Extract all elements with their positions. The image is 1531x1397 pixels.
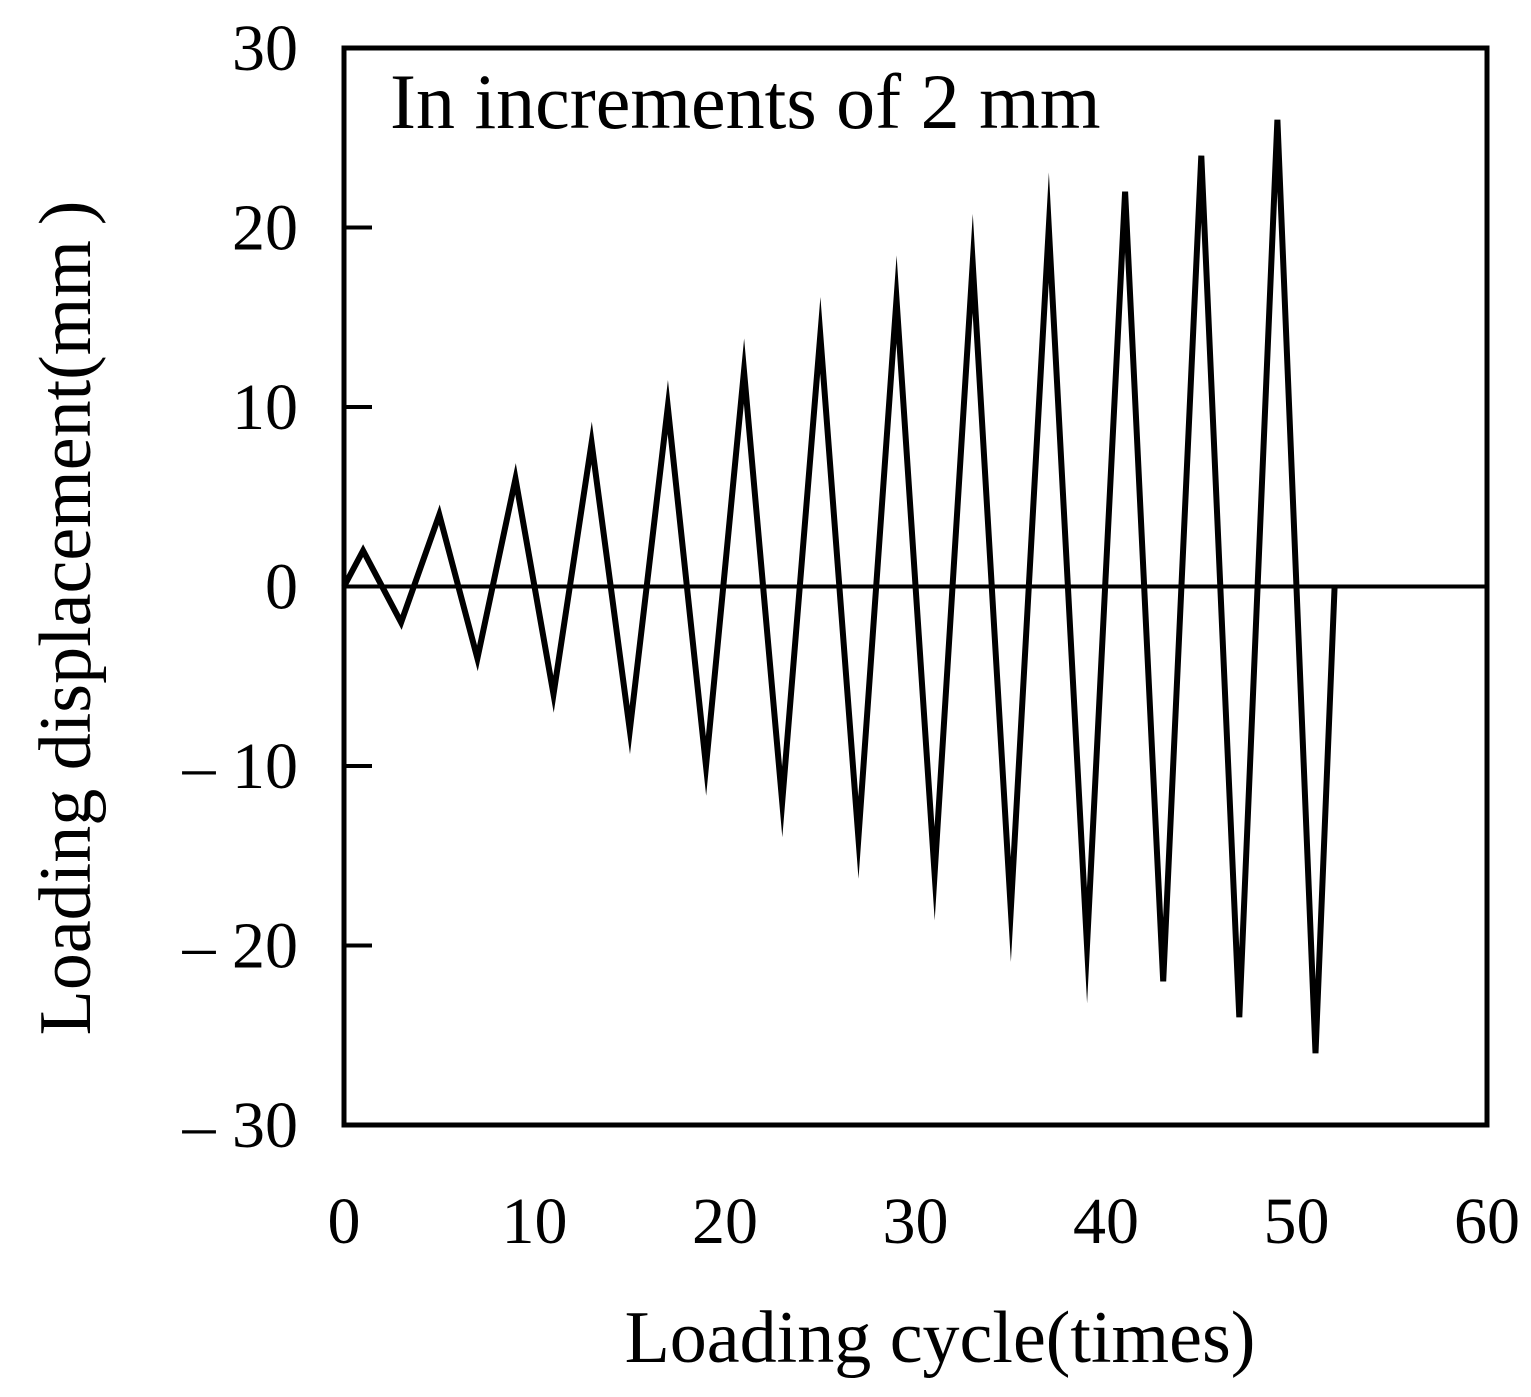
x-tick-label: 10 <box>502 1185 568 1258</box>
y-tick-label: 20 <box>232 192 298 265</box>
y-tick-label: – 20 <box>182 910 299 983</box>
x-tick-label: 40 <box>1073 1185 1139 1258</box>
x-tick-label: 50 <box>1264 1185 1330 1258</box>
x-tick-label: 30 <box>883 1185 949 1258</box>
x-tick-label: 20 <box>692 1185 758 1258</box>
y-axis-tick-labels: 30 20 10 0 – 10 – 20 – 30 <box>182 12 299 1162</box>
annotation-text: In increments of 2 mm <box>390 58 1101 145</box>
x-axis-tick-labels: 0 10 20 30 40 50 60 <box>328 1185 1521 1258</box>
x-tick-label: 0 <box>328 1185 361 1258</box>
x-axis-title: Loading cycle(times) <box>625 1297 1256 1379</box>
y-tick-label: 0 <box>265 551 298 624</box>
y-axis-title: Loading displacement(mm ) <box>25 201 107 1036</box>
series-group <box>341 119 1338 1054</box>
y-tick-label: 10 <box>232 371 298 444</box>
y-tick-label: 30 <box>232 12 298 85</box>
y-tick-label: – 10 <box>182 730 299 803</box>
y-tick-label: – 30 <box>182 1089 299 1162</box>
x-tick-label: 60 <box>1454 1185 1520 1258</box>
series-line <box>341 119 1338 1054</box>
